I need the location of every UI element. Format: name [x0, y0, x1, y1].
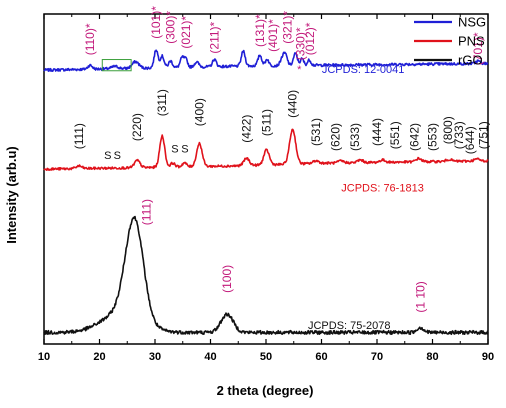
miller-index-label: (531): [309, 118, 323, 146]
miller-index-label: (620): [328, 123, 342, 151]
miller-index-label: (511): [260, 109, 274, 136]
x-tick-label: 80: [426, 351, 438, 363]
legend-label-pns: PNS: [458, 34, 485, 49]
x-tick-label: 60: [315, 351, 327, 363]
phase-marker: S: [171, 144, 178, 156]
legend: NSG PNS rGO: [414, 15, 486, 68]
phase-marker: S: [181, 144, 188, 156]
miller-index-label: (400): [192, 98, 206, 126]
miller-index-label: (111): [72, 123, 86, 149]
series-layer: [43, 49, 489, 336]
miller-index-label: (021)*: [179, 16, 193, 49]
miller-index-label: (701)*: [471, 32, 485, 65]
miller-index-label: (330)*: [293, 27, 307, 60]
x-tick-label: 70: [371, 351, 383, 363]
jcpds-label: JCPDS: 75-2078: [308, 320, 391, 332]
miller-index-label: (551): [388, 121, 402, 149]
miller-index-label: (751): [477, 121, 491, 149]
phase-marker: S: [104, 150, 111, 162]
labels-layer: (110)* (101)* (300)* (021)* (211)* (131)* (401…: [72, 6, 491, 332]
x-tick-label: 90: [482, 351, 494, 363]
miller-index-label: (111): [140, 199, 154, 225]
jcpds-label: JCPDS: 76-1813: [341, 182, 424, 194]
x-tick-label: 20: [93, 351, 105, 363]
miller-index-label: (733): [452, 121, 466, 149]
miller-index-label: (1 1̄0): [413, 281, 427, 312]
miller-index-label: (110)*: [83, 23, 97, 55]
jcpds-marker: *: [297, 64, 302, 76]
miller-index-label: (440): [286, 90, 300, 118]
miller-index-label: (211)*: [207, 21, 221, 53]
series-line-rgo: [43, 215, 489, 336]
miller-index-label: (644): [463, 126, 477, 154]
miller-index-label: (553): [426, 123, 440, 151]
miller-index-label: (220): [130, 113, 144, 141]
miller-index-label: (800): [441, 116, 455, 144]
legend-label-rgo: rGO: [458, 53, 483, 68]
annotation-box: [101, 59, 132, 72]
jcpds-label: JCPDS: 12-0041: [322, 64, 405, 76]
x-axis-label: 2 theta (degree): [217, 383, 314, 398]
y-axis-label: Intensity (arb.u): [4, 146, 19, 244]
x-tick-label: 50: [260, 351, 272, 363]
series-line-nsg: [43, 49, 489, 72]
miller-index-label: (311): [155, 89, 169, 116]
miller-index-label: (533): [348, 123, 362, 151]
phase-marker: S: [114, 150, 121, 162]
miller-index-label: (401)*: [266, 19, 280, 52]
x-tick-label: 40: [204, 351, 216, 363]
miller-index-label: (300)*: [164, 11, 178, 44]
x-tick-label: 30: [149, 351, 161, 363]
chart-axes: 10 20 30 40 50 60 70 80 90: [38, 13, 494, 363]
miller-index-label: (444): [370, 118, 384, 146]
x-tick-label: 10: [38, 351, 50, 363]
miller-index-label: (131)*: [253, 14, 267, 47]
legend-label-nsg: NSG: [458, 15, 486, 30]
miller-index-label: (422): [240, 115, 254, 143]
miller-index-label: (100): [220, 265, 234, 293]
miller-index-label: (012)*: [303, 22, 317, 55]
miller-index-label: (642): [408, 123, 422, 151]
series-line-pns: [43, 128, 489, 172]
miller-index-label: (321)*: [281, 11, 295, 44]
miller-index-label: (101)*: [149, 6, 163, 39]
